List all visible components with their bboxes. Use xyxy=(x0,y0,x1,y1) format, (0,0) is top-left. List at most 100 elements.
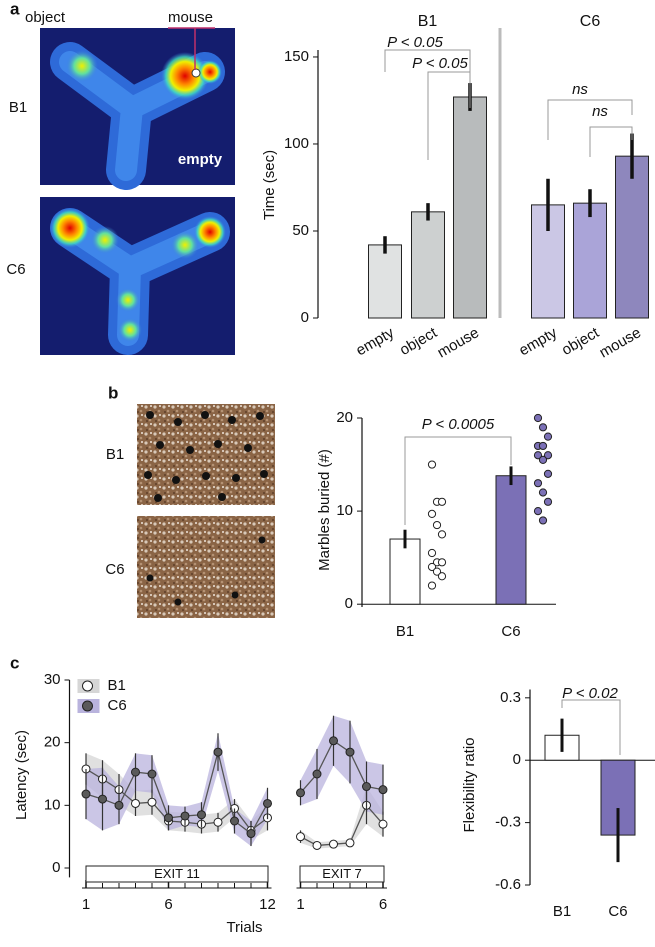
data-point xyxy=(427,562,437,572)
group-title: B1 xyxy=(418,13,438,30)
y-tick-label: 20 xyxy=(336,409,353,426)
data-point xyxy=(437,497,447,506)
significance-bracket xyxy=(404,436,512,525)
annotation: EXIT 7 xyxy=(322,866,362,881)
bar xyxy=(495,475,527,605)
data-point xyxy=(533,451,543,460)
x-tick-label: 1 xyxy=(82,896,90,913)
data-point xyxy=(131,767,140,777)
y-tick-label: 0.3 xyxy=(500,689,521,706)
significance-bracket xyxy=(589,126,633,157)
annotation: P < 0.02 xyxy=(562,685,618,702)
x-tick-label: mouse xyxy=(596,324,643,361)
marble-image xyxy=(137,404,275,618)
data-point xyxy=(312,840,322,850)
image-label: empty xyxy=(178,151,223,168)
x-tick-label: empty xyxy=(516,324,560,359)
data-point xyxy=(296,832,305,842)
panel-label: a xyxy=(10,0,20,18)
data-point xyxy=(147,769,157,779)
legend-marker xyxy=(82,680,93,692)
data-point xyxy=(538,488,548,497)
legend-label: C6 xyxy=(108,697,127,714)
data-point xyxy=(378,785,388,795)
y-tick-label: 0 xyxy=(301,309,309,326)
y-tick-label: 0 xyxy=(513,751,521,768)
annotation: P < 0.05 xyxy=(387,34,443,51)
annotation: ns xyxy=(592,103,608,120)
annotation: EXIT 11 xyxy=(154,866,200,881)
data-point xyxy=(296,788,305,798)
bar xyxy=(411,211,445,319)
image-label: C6 xyxy=(6,261,25,278)
data-point xyxy=(543,432,553,441)
data-point xyxy=(114,800,124,810)
bar xyxy=(389,538,421,605)
block-box xyxy=(85,865,269,883)
data-point xyxy=(437,572,447,581)
data-point xyxy=(432,567,442,576)
annotation: P < 0.05 xyxy=(412,55,468,72)
x-tick-label: 6 xyxy=(379,896,387,913)
data-point xyxy=(329,736,338,746)
data-point xyxy=(538,441,548,451)
y-tick-label: 0 xyxy=(345,595,353,612)
block-box xyxy=(299,865,385,883)
x-tick-label: B1 xyxy=(553,903,571,920)
x-tick-label: 6 xyxy=(164,896,172,913)
significance-bracket xyxy=(547,99,633,140)
x-tick-label: B1 xyxy=(396,623,414,640)
data-point xyxy=(213,747,223,757)
data-point xyxy=(213,817,223,827)
data-point xyxy=(345,838,355,848)
x-tick-label: 1 xyxy=(296,896,304,913)
data-point xyxy=(427,460,437,469)
x-tick-label: 12 xyxy=(259,896,276,913)
significance-bracket xyxy=(427,71,471,160)
image-label: B1 xyxy=(9,99,27,116)
y-tick-label: -0.3 xyxy=(495,814,521,831)
data-point xyxy=(131,798,140,808)
y-axis-label: Latency (sec) xyxy=(13,730,30,820)
data-point xyxy=(98,794,107,804)
y-tick-label: 150 xyxy=(284,48,309,65)
data-point xyxy=(543,451,553,460)
y-tick-label: 50 xyxy=(292,222,309,239)
data-point xyxy=(427,509,437,518)
y-tick-label: 10 xyxy=(336,502,353,519)
annotation: ns xyxy=(572,81,588,98)
x-tick-label: C6 xyxy=(608,903,627,920)
bar xyxy=(615,155,649,319)
panel-label: c xyxy=(10,653,19,672)
bar xyxy=(453,96,487,319)
x-tick-label: object xyxy=(397,324,441,359)
x-tick-label: C6 xyxy=(501,623,520,640)
data-point xyxy=(437,530,447,539)
data-point xyxy=(164,813,173,823)
panel-label: b xyxy=(108,383,118,402)
data-point xyxy=(81,789,91,799)
x-tick-label: mouse xyxy=(434,324,481,361)
data-point xyxy=(362,782,371,792)
data-point xyxy=(180,811,190,821)
image-label: object xyxy=(25,9,66,26)
y-tick-label: 20 xyxy=(44,734,61,751)
annotation: P < 0.0005 xyxy=(422,416,495,433)
x-tick-label: empty xyxy=(353,324,397,359)
x-axis-label: Trials xyxy=(226,919,262,936)
data-point xyxy=(538,423,548,432)
data-point xyxy=(197,810,206,820)
y-tick-label: 0 xyxy=(52,859,60,876)
data-point xyxy=(533,479,543,488)
data-point xyxy=(378,819,388,829)
data-point xyxy=(427,548,437,558)
data-point xyxy=(246,829,256,839)
data-point xyxy=(437,558,447,567)
data-point xyxy=(263,798,272,808)
data-point xyxy=(533,413,543,423)
data-point xyxy=(312,769,322,779)
data-point xyxy=(543,469,553,478)
image-label: B1 xyxy=(106,446,124,463)
data-point xyxy=(230,816,239,826)
data-point xyxy=(538,455,548,464)
